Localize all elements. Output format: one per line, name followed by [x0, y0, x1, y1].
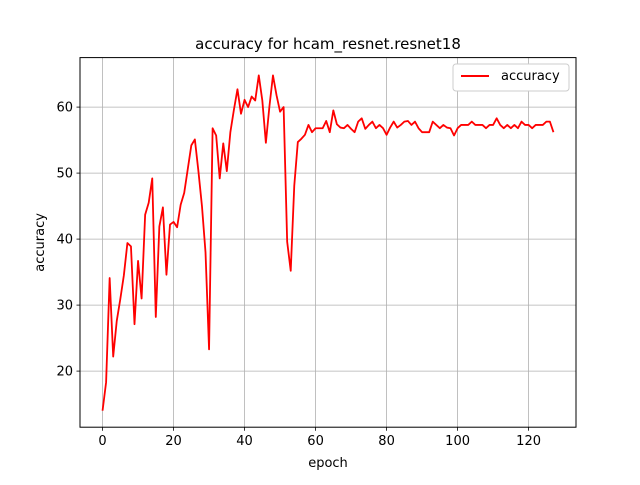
- legend-entry-accuracy: accuracy: [501, 69, 560, 84]
- tick-layer: 0 20 40 60 80 100 120 20 30 40 50 60: [56, 101, 541, 450]
- y-tick-label: 30: [56, 299, 73, 314]
- grid-layer: [80, 57, 576, 428]
- x-tick-label: 80: [378, 434, 395, 449]
- x-tick-label: 120: [516, 434, 541, 449]
- x-tick-label: 20: [165, 434, 182, 449]
- series-layer: [101, 74, 555, 411]
- y-tick-label: 20: [56, 365, 73, 380]
- chart-title: accuracy for hcam_resnet.resnet18: [195, 35, 461, 54]
- x-tick-label: 60: [307, 434, 324, 449]
- x-axis-label: epoch: [308, 456, 348, 471]
- axes-frame: [79, 57, 577, 428]
- y-tick-label: 40: [56, 233, 73, 248]
- x-tick-label: 100: [445, 434, 470, 449]
- legend-box: [452, 63, 570, 92]
- y-axis-label: accuracy: [33, 213, 48, 272]
- x-tick-label: 0: [98, 434, 106, 449]
- y-tick-label: 50: [56, 167, 73, 182]
- y-tick-label: 60: [56, 101, 73, 116]
- x-tick-label: 40: [236, 434, 253, 449]
- legend: accuracy: [452, 63, 570, 92]
- series-line-accuracy: [101, 74, 555, 411]
